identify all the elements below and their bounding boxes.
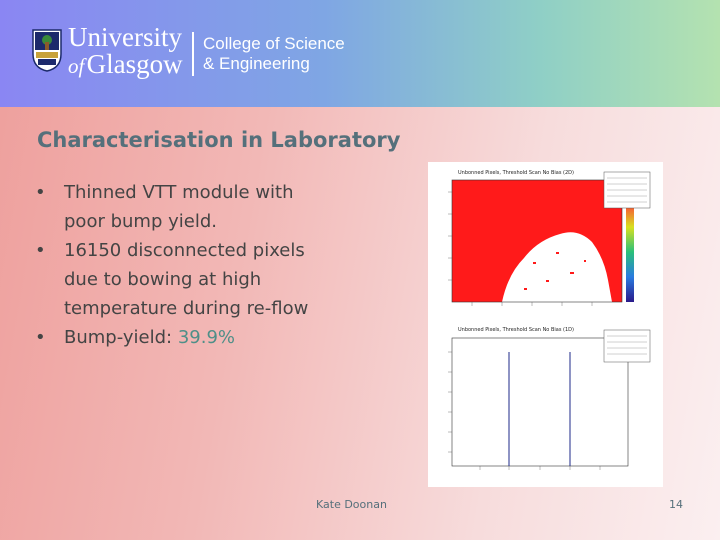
bottom-axis-ticks (448, 351, 601, 470)
logo-line1: University (68, 22, 182, 52)
bullet-dot: • (35, 327, 46, 348)
histogram-figure: Unbonned Pixels, Threshold Scan No Bias … (428, 162, 663, 487)
stats-lines-bottom (607, 335, 647, 355)
logo-of: of (68, 54, 85, 78)
college-line1: College of Science (203, 34, 345, 53)
header-band (0, 0, 720, 107)
page-number: 14 (669, 498, 683, 511)
stats-box-bottom (603, 329, 651, 363)
unbonded-region (502, 232, 612, 302)
bump-yield-value: 39.9% (177, 327, 236, 348)
top-axis-ticks (448, 191, 593, 306)
bullet-text: Bump-yield: (64, 327, 178, 348)
bullet-text: 16150 disconnected pixels due to bowing … (64, 240, 309, 319)
pixel-map-frame (451, 179, 623, 303)
university-wordmark: University of Glasgow (68, 24, 183, 80)
logo-line2: Glasgow (86, 49, 183, 79)
college-name: College of Science & Engineering (203, 34, 345, 74)
bullet-dot: • (35, 240, 46, 261)
university-crest-icon (32, 29, 62, 72)
bullet-dot: • (35, 182, 46, 203)
top-plot-title: Unbonned Pixels, Threshold Scan No Bias … (458, 170, 574, 176)
bullet-list: • Thinned VTT module with poor bump yiel… (35, 178, 325, 352)
color-scale (626, 202, 634, 302)
bullet-text: Thinned VTT module with poor bump yield. (64, 182, 294, 232)
stats-lines-top (607, 177, 647, 203)
college-line2: & Engineering (203, 54, 310, 73)
histogram-canvas: Unbonned Pixels, Threshold Scan No Bias … (448, 170, 651, 470)
logo-divider (192, 32, 194, 76)
histogram-frame (451, 337, 629, 467)
bottom-plot-title: Unbonned Pixels, Threshold Scan No Bias … (458, 327, 574, 333)
slide-title: Characterisation in Laboratory (37, 128, 401, 152)
footer-author: Kate Doonan (316, 498, 387, 511)
bullet-item: • 16150 disconnected pixels due to bowin… (35, 236, 325, 323)
bullet-item: • Bump-yield: 39.9% (35, 323, 325, 352)
region-speckle (524, 252, 586, 290)
bullet-item: • Thinned VTT module with poor bump yiel… (35, 178, 325, 236)
